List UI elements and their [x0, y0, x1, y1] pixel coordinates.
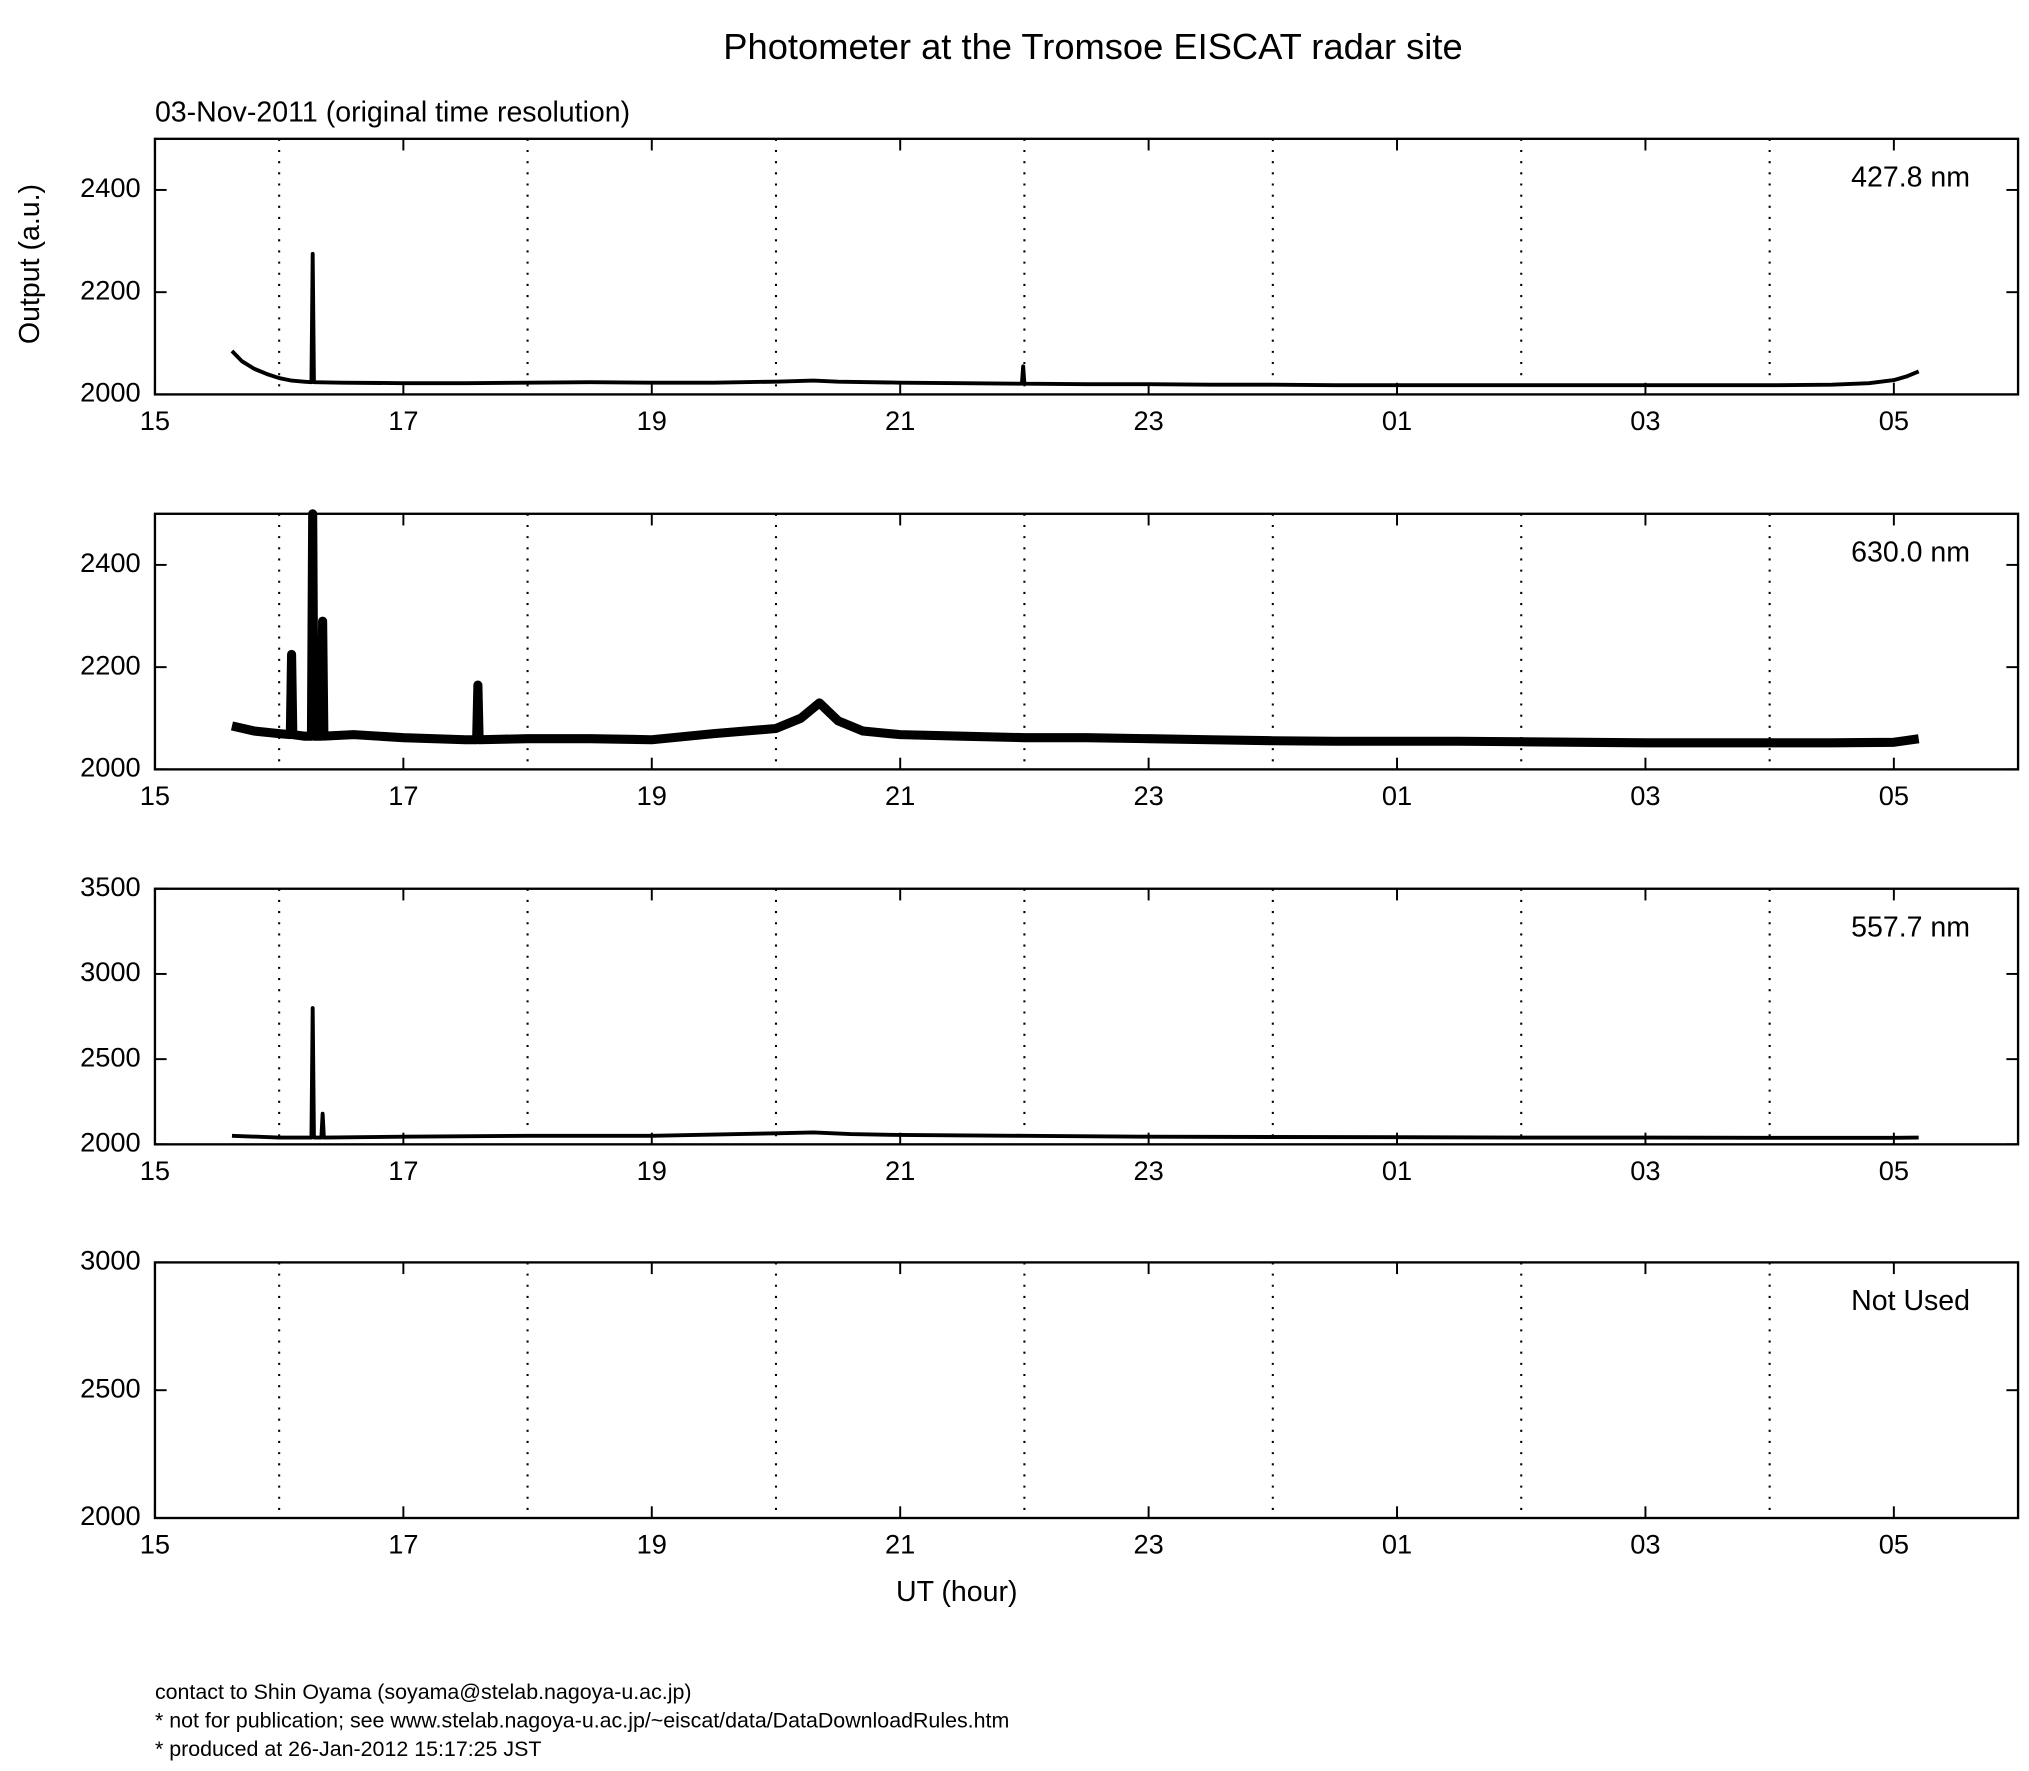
plot-frame [153, 1261, 2020, 1520]
panel-label: 630.0 nm [1851, 537, 1970, 569]
x-tick-label: 03 [1630, 780, 1660, 811]
y-tick-label: 3000 [80, 956, 141, 987]
x-tick-label: 01 [1382, 1529, 1412, 1560]
x-tick-label: 21 [885, 1529, 915, 1560]
panel-label: 557.7 nm [1851, 912, 1970, 944]
x-tick-label: 19 [637, 405, 667, 436]
x-tick-label: 03 [1630, 405, 1660, 436]
plot-frame [153, 887, 2020, 1146]
x-tick-label: 05 [1879, 1155, 1909, 1186]
y-tick-label: 2400 [80, 172, 141, 203]
x-tick-label: 21 [885, 780, 915, 811]
x-axis-label: UT (hour) [896, 1576, 1018, 1608]
plot-frame [153, 512, 2020, 771]
y-tick-label: 2500 [80, 1041, 141, 1072]
x-tick-label: 01 [1382, 1155, 1412, 1186]
x-tick-label: 21 [885, 1155, 915, 1186]
y-tick-label: 2200 [80, 649, 141, 680]
y-tick-label: 2000 [80, 1500, 141, 1531]
x-tick-label: 15 [140, 1155, 170, 1186]
subtitle: 03-Nov-2011 (original time resolution) [155, 97, 630, 129]
x-tick-label: 03 [1630, 1155, 1660, 1186]
x-tick-label: 17 [388, 1529, 418, 1560]
x-tick-label: 05 [1879, 405, 1909, 436]
x-tick-label: 05 [1879, 1529, 1909, 1560]
footer-line: * produced at 26-Jan-2012 15:17:25 JST [155, 1737, 541, 1761]
y-axis-label: Output (a.u.) [14, 184, 46, 344]
y-tick-label: 2500 [80, 1372, 141, 1403]
data-line [230, 251, 1920, 388]
data-line [231, 1006, 1919, 1140]
x-tick-label: 15 [140, 405, 170, 436]
x-tick-label: 01 [1382, 780, 1412, 811]
data-line [230, 509, 1920, 748]
x-tick-label: 19 [637, 1155, 667, 1186]
y-tick-label: 2000 [80, 752, 141, 783]
x-tick-label: 23 [1133, 780, 1163, 811]
plot-frame [153, 137, 2020, 396]
x-tick-label: 17 [388, 405, 418, 436]
y-tick-label: 2000 [80, 1127, 141, 1158]
y-tick-label: 3000 [80, 1245, 141, 1276]
figure-title: Photometer at the Tromsoe EISCAT radar s… [723, 26, 1462, 67]
x-tick-label: 23 [1133, 1155, 1163, 1186]
y-tick-label: 2400 [80, 547, 141, 578]
x-tick-label: 23 [1133, 1529, 1163, 1560]
x-tick-label: 19 [637, 1529, 667, 1560]
x-tick-label: 21 [885, 405, 915, 436]
x-tick-label: 17 [388, 780, 418, 811]
x-tick-label: 15 [140, 1529, 170, 1560]
x-tick-label: 23 [1133, 405, 1163, 436]
x-tick-label: 01 [1382, 405, 1412, 436]
x-tick-label: 17 [388, 1155, 418, 1186]
x-tick-label: 15 [140, 780, 170, 811]
x-tick-label: 03 [1630, 1529, 1660, 1560]
y-tick-label: 2000 [80, 377, 141, 408]
x-tick-label: 19 [637, 780, 667, 811]
panel-label: 427.8 nm [1851, 162, 1970, 194]
y-tick-label: 2200 [80, 274, 141, 305]
footer-line: * not for publication; see www.stelab.na… [155, 1708, 1009, 1732]
y-tick-label: 3500 [80, 871, 141, 902]
x-tick-label: 05 [1879, 780, 1909, 811]
footer-line: contact to Shin Oyama (soyama@stelab.nag… [155, 1680, 692, 1704]
panel-label: Not Used [1851, 1285, 1970, 1317]
